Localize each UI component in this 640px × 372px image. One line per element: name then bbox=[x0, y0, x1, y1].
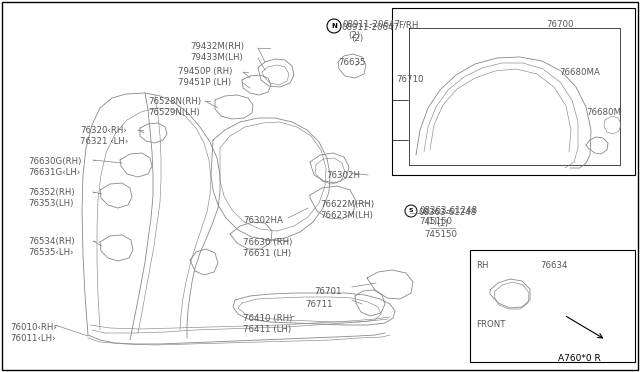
Text: 76320‹RH›: 76320‹RH› bbox=[80, 126, 127, 135]
Text: 76630 (RH): 76630 (RH) bbox=[243, 238, 292, 247]
Text: 08363-61248: 08363-61248 bbox=[418, 208, 476, 217]
Text: (1): (1) bbox=[436, 219, 448, 228]
Text: A760*0 R: A760*0 R bbox=[558, 354, 601, 363]
Text: 76411 (LH): 76411 (LH) bbox=[243, 325, 291, 334]
Text: 76010‹RH›: 76010‹RH› bbox=[10, 323, 57, 332]
Text: 79450P (RH): 79450P (RH) bbox=[178, 67, 232, 76]
Text: 76710: 76710 bbox=[396, 75, 424, 84]
Text: 76302HA: 76302HA bbox=[243, 216, 283, 225]
Text: 745150: 745150 bbox=[419, 217, 452, 226]
Text: 76631G‹LH›: 76631G‹LH› bbox=[28, 168, 80, 177]
Text: 76353(LH): 76353(LH) bbox=[28, 199, 74, 208]
Text: 76623M(LH): 76623M(LH) bbox=[320, 211, 373, 220]
Text: 76634: 76634 bbox=[540, 261, 568, 270]
Bar bbox=[470, 250, 635, 362]
Text: F/RH: F/RH bbox=[398, 20, 419, 29]
Text: 76011‹LH›: 76011‹LH› bbox=[10, 334, 56, 343]
Text: RH: RH bbox=[476, 261, 488, 270]
Text: 76711: 76711 bbox=[305, 300, 333, 309]
Text: 76528N(RH): 76528N(RH) bbox=[148, 97, 201, 106]
Text: 76701: 76701 bbox=[314, 287, 342, 296]
Text: 76535‹LH›: 76535‹LH› bbox=[28, 248, 74, 257]
Text: 76321 ‹LH›: 76321 ‹LH› bbox=[80, 137, 128, 146]
Text: 745150: 745150 bbox=[424, 230, 457, 239]
Text: 08363-61248: 08363-61248 bbox=[419, 206, 477, 215]
Text: N: N bbox=[331, 23, 337, 29]
Text: 76529N(LH): 76529N(LH) bbox=[148, 108, 200, 117]
Text: 79451P (LH): 79451P (LH) bbox=[178, 78, 231, 87]
Text: 76534(RH): 76534(RH) bbox=[28, 237, 75, 246]
Text: 76680MA: 76680MA bbox=[559, 68, 600, 77]
Text: 76700: 76700 bbox=[546, 20, 573, 29]
Text: 08911-20647: 08911-20647 bbox=[341, 23, 399, 32]
Text: 08911-20647: 08911-20647 bbox=[342, 20, 400, 29]
Text: (2): (2) bbox=[351, 34, 363, 43]
Text: 76680M: 76680M bbox=[586, 108, 621, 117]
Text: S: S bbox=[409, 208, 413, 214]
Text: 76302H: 76302H bbox=[326, 171, 360, 180]
Text: 76630G(RH): 76630G(RH) bbox=[28, 157, 81, 166]
Text: 79433M(LH): 79433M(LH) bbox=[190, 53, 243, 62]
Bar bbox=[392, 8, 635, 175]
Text: (1): (1) bbox=[425, 217, 437, 226]
Text: FRONT: FRONT bbox=[476, 320, 506, 329]
Text: (2): (2) bbox=[348, 31, 360, 40]
Text: 76631 (LH): 76631 (LH) bbox=[243, 249, 291, 258]
Text: 76635: 76635 bbox=[338, 58, 365, 67]
Text: 76622M(RH): 76622M(RH) bbox=[320, 200, 374, 209]
Text: 76352(RH): 76352(RH) bbox=[28, 188, 75, 197]
Text: 76410 (RH): 76410 (RH) bbox=[243, 314, 292, 323]
Text: 79432M(RH): 79432M(RH) bbox=[190, 42, 244, 51]
